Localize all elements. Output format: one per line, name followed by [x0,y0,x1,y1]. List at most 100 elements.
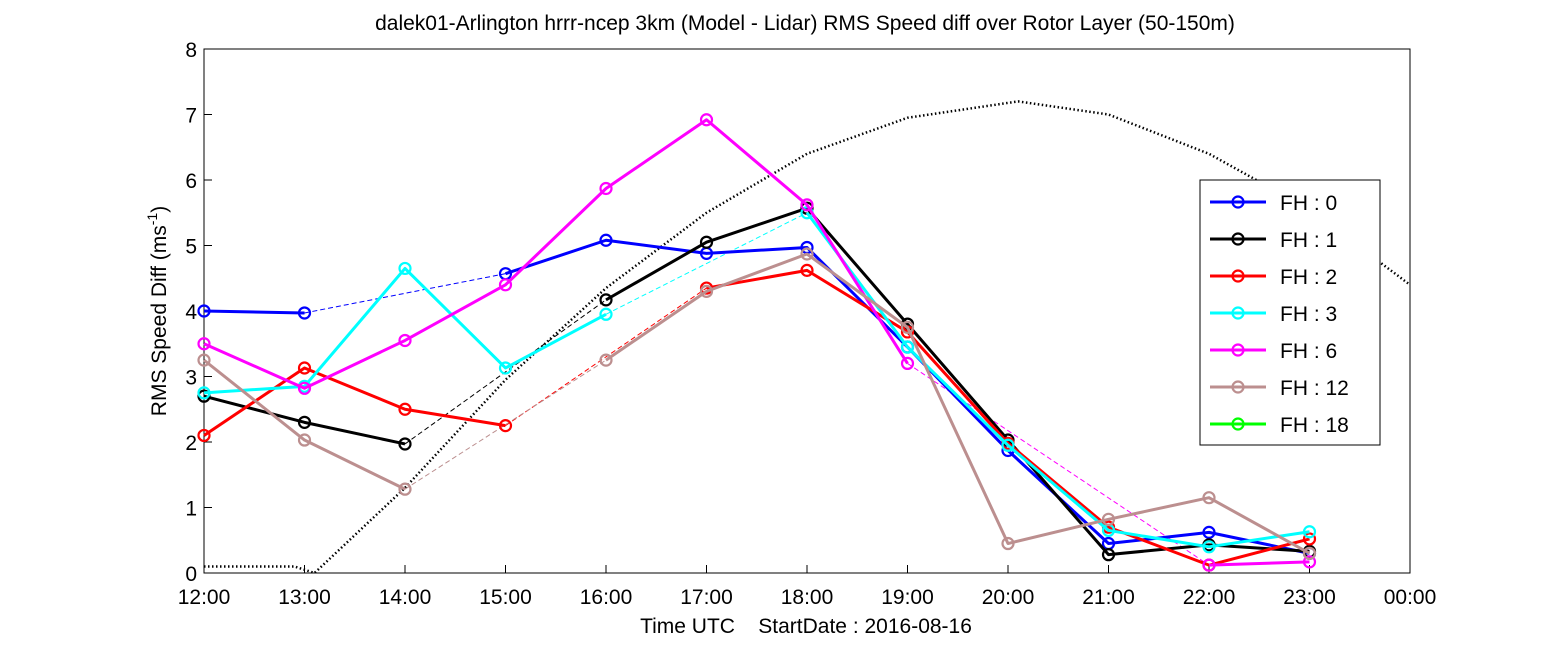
data-point-marker [599,233,613,247]
series-line [605,252,1311,555]
y-axis-ticks: 0 1 2 3 4 5 6 7 8 [185,39,212,586]
y-tick-label: 7 [185,105,197,128]
y-tick-label: 1 [185,498,197,521]
series-group [197,263,1317,572]
legend-marker-swatch [1231,232,1245,246]
data-point-marker [297,306,312,320]
series-line [203,266,607,395]
y-axis-title: RMS Speed Diff (ms-1) [144,206,171,416]
y-axis-title-superscript: -1 [144,213,160,226]
x-tick-label: 12:00 [178,586,231,609]
data-point-marker [1202,491,1216,505]
legend-label: FH : 18 [1280,414,1349,437]
data-point-marker [1202,558,1216,572]
x-tick-label: 16:00 [580,586,633,609]
legend-item: FH : 18 [1210,414,1349,437]
series-group [197,113,1317,572]
data-point-marker [699,284,714,298]
data-point-marker [498,419,513,433]
data-point-marker [800,263,814,277]
x-tick-label: 20:00 [982,586,1035,609]
series-gap-connector [304,273,506,314]
data-point-marker [297,381,312,395]
legend-marker-swatch [1231,380,1245,394]
data-point-marker [800,247,814,261]
data-point-marker [197,353,211,367]
series-line [203,394,406,446]
y-tick-label: 3 [185,367,197,390]
data-point-marker [1202,540,1216,554]
data-point-marker [297,361,312,375]
data-point-marker [498,278,513,292]
data-point-marker [197,337,211,351]
series-line [203,358,406,491]
legend-items: FH : 0 FH : 1 FH : 2 FH : 3 FH : 6 FH : 12 FH … [1210,192,1349,437]
data-point-marker [398,437,412,451]
data-point-marker [599,293,613,307]
series-line [203,118,909,390]
legend-label: FH : 0 [1280,192,1337,215]
data-point-marker [197,304,211,318]
data-point-marker [1101,512,1116,526]
series-gap-connector [605,212,808,315]
legend-marker-swatch [1231,417,1245,431]
chart-title: dalek01-Arlington hrrr-ncep 3km (Model -… [375,12,1235,35]
x-tick-label: 18:00 [781,586,834,609]
legend-marker-swatch [1231,343,1245,357]
data-point-marker [1302,532,1317,546]
legend: FH : 0 FH : 1 FH : 2 FH : 3 FH : 6 FH : 12 FH … [1199,179,1381,446]
data-point-marker [699,113,714,127]
series-line [203,309,305,315]
data-point-marker [599,307,613,321]
data-point-marker [197,428,211,443]
legend-item: FH : 0 [1210,192,1337,215]
data-point-marker [297,415,312,429]
data-point-marker [900,356,915,370]
data-point-marker [699,235,714,249]
x-tick-label: 14:00 [379,586,432,609]
series-group [197,206,1317,554]
reference-curve-layer [204,100,1410,573]
x-tick-label: 15:00 [479,586,532,609]
x-tick-label: 23:00 [1283,586,1336,609]
legend-item: FH : 12 [1210,377,1349,400]
y-tick-label: 4 [185,301,197,324]
data-point-marker [1302,525,1317,539]
y-axis-title-main: RMS Speed Diff (ms [148,225,171,416]
legend-label: FH : 12 [1280,377,1349,400]
data-point-marker [297,433,312,447]
series-line [605,206,1310,557]
y-tick-label: 8 [185,39,197,62]
x-tick-label: 13:00 [278,586,331,609]
x-tick-label: 00:00 [1384,586,1437,609]
data-point-marker [1202,525,1216,539]
series-layer [197,113,1317,572]
series-line [203,366,506,437]
legend-marker-swatch [1231,306,1245,320]
y-tick-label: 5 [185,236,197,259]
data-point-marker [398,482,412,496]
legend-marker-swatch [1231,269,1245,283]
legend-label: FH : 3 [1280,303,1337,326]
legend-item: FH : 2 [1210,266,1337,289]
data-point-marker [1101,548,1116,562]
x-tick-label: 22:00 [1183,586,1236,609]
y-tick-label: 2 [185,432,197,455]
data-point-marker [398,333,412,348]
x-axis-title: Time UTC StartDate : 2016-08-16 [640,615,972,638]
legend-label: FH : 1 [1280,229,1337,252]
y-tick-label: 6 [185,170,197,193]
legend-item: FH : 6 [1210,340,1337,363]
legend-item: FH : 1 [1210,229,1337,252]
data-point-marker [800,198,814,212]
reference-dotted-curve [204,100,1410,573]
data-point-marker [599,353,613,367]
data-point-marker [398,402,412,416]
series-line [1208,560,1310,567]
series-group [197,201,1317,562]
series-gap-connector [404,299,607,445]
x-tick-label: 21:00 [1082,586,1135,609]
x-tick-label: 19:00 [881,586,934,609]
data-point-marker [900,340,915,354]
